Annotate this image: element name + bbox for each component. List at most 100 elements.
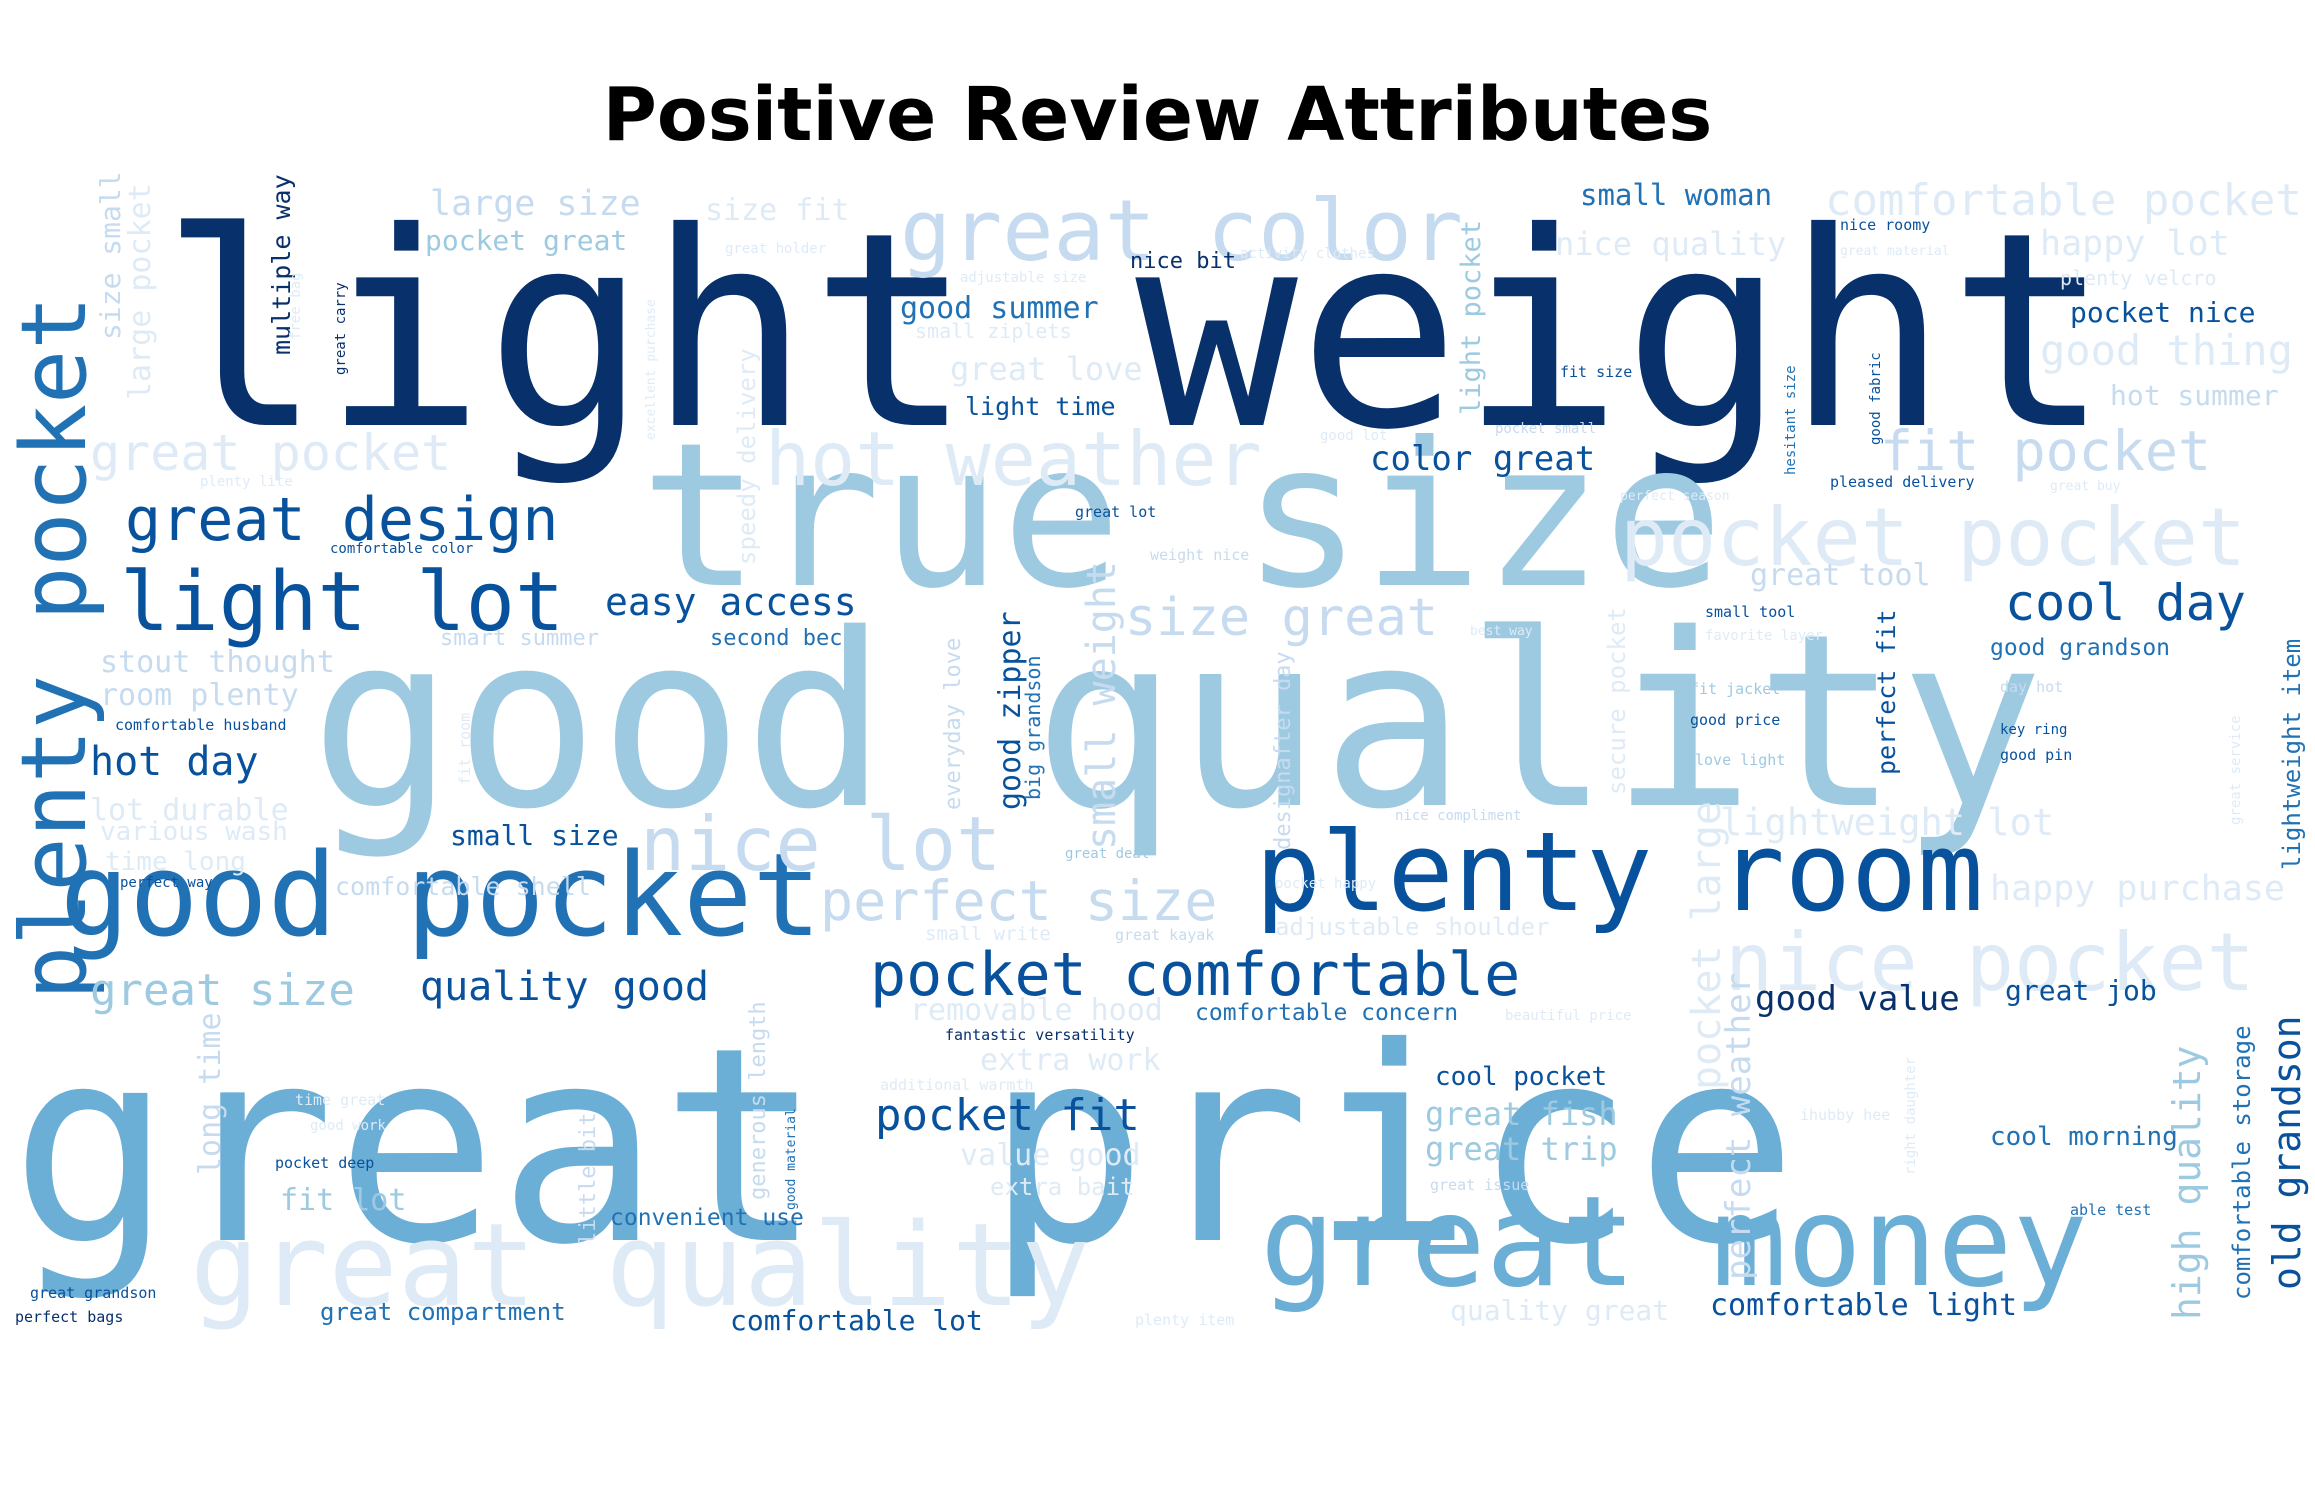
word-nice-bit: nice bit (1130, 249, 1236, 274)
word-great-love: great love (950, 350, 1143, 388)
word-light-weight: light weight (160, 174, 2111, 489)
word-fit-room: fit room (456, 713, 474, 785)
word-time-great: time great (295, 1091, 385, 1109)
word-good-material: good material (784, 1108, 799, 1210)
word-perfect-season: perfect season (1620, 489, 1730, 504)
word-comfortable-pocket: comfortable pocket (1825, 175, 2302, 226)
word-great-job: great job (2005, 974, 2157, 1007)
word-small-tool: small tool (1705, 603, 1795, 621)
word-comfortable-light: comfortable light (1710, 1288, 2017, 1323)
word-pocket-comfortable: pocket comfortable (870, 940, 1520, 1010)
word-good-thing: good thing (2040, 326, 2293, 375)
word-small-weight: small weight (1079, 561, 1125, 850)
word-nice-quality: nice quality (1555, 225, 1786, 263)
word-secure-pocket: secure pocket (1603, 607, 1631, 795)
word-light-lot: light lot (120, 555, 564, 650)
word-comfortable-color: comfortable color (330, 541, 473, 557)
word-pocket-fit: pocket fit (875, 1090, 1140, 1141)
word-size-small: size small (94, 171, 127, 340)
word-pocket-small: pocket small (1495, 421, 1596, 437)
word-plenty-item: plenty item (1135, 1311, 1234, 1329)
word-great-color: great color (900, 182, 1463, 281)
word-able-test: able test (2070, 1201, 2151, 1219)
word-hot-weather: hot weather (765, 415, 1262, 503)
word-best-way: best way (1470, 624, 1533, 639)
word-great-price: great price (10, 989, 1798, 1304)
word-great-fish: great fish (1425, 1095, 1618, 1133)
word-room-plenty: room plenty (100, 678, 299, 713)
word-good-fabric: good fabric (1868, 352, 1884, 445)
word-stout-thought: stout thought (100, 645, 335, 680)
word-nice-compliment: nice compliment (1395, 808, 1521, 824)
word-good-zipper: good zipper (993, 611, 1028, 810)
word-little-bit: little bit (576, 1113, 601, 1245)
word-key-ring: key ring (2000, 722, 2067, 738)
word-good-quality: good quality (310, 582, 2044, 862)
word-large-size: large size (430, 184, 641, 224)
word-generous-length: generous length (746, 1001, 771, 1200)
word-perfect-way: perfect way (120, 875, 213, 891)
word-fit-pocket: fit pocket (1880, 419, 2211, 483)
word-small-size: small size (450, 819, 619, 852)
word-smart-summer: smart summer (440, 626, 599, 651)
word-happy-lot: happy lot (2040, 224, 2230, 264)
word-good-work: good work (310, 1118, 386, 1134)
word-great-quality: great quality (190, 1199, 1090, 1333)
word-extra-work: extra work (980, 1043, 1161, 1078)
word-multiple-way: multiple way (267, 174, 296, 355)
word-good-pin: good pin (2000, 746, 2072, 764)
word-weight-nice: weight nice (1150, 546, 1249, 564)
word-great-design: great design (125, 485, 558, 555)
word-cool-morning: cool morning (1990, 1122, 2178, 1152)
word-nice-lot: nice lot (640, 800, 1001, 888)
word-small-write: small write (925, 923, 1051, 945)
word-perfect-fit: perfect fit (1872, 609, 1901, 775)
word-right-daughter: right daughter (1903, 1057, 1919, 1175)
word-great-pocket: great pocket (90, 424, 451, 482)
word-good-price: good price (1690, 711, 1780, 729)
word-fantastic-versatility: fantastic versatility (945, 1026, 1135, 1044)
word-fit-size: fit size (1560, 363, 1632, 381)
word-great-trip: great trip (1425, 1130, 1618, 1168)
word-small-woman: small woman (1580, 178, 1772, 212)
word-lot-durable: lot durable (90, 793, 289, 828)
word-favorite-layer: favorite layer (1705, 628, 1823, 644)
word-old-grandson: old grandson (2265, 1015, 2309, 1290)
word-activity-clothes: activity clothes (1240, 246, 1375, 262)
word-easy-access: easy access (605, 580, 857, 624)
word-high-quality: high quality (2165, 1045, 2209, 1320)
word-good-grandson: good grandson (1990, 635, 2170, 661)
word-light-pocket: light pocket (1456, 220, 1487, 415)
word-small-ziplets: small ziplets (915, 319, 1072, 343)
chart-title: Positive Review Attributes (602, 72, 1713, 158)
word-plenty-room: plenty room (1255, 808, 1983, 936)
word-plenty-lite: plenty lite (200, 474, 293, 490)
word-quality-good: quality good (420, 964, 709, 1010)
word-quality-great: quality great (1450, 1294, 1669, 1327)
word-perfect-bags: perfect bags (15, 1308, 123, 1326)
word-pocket-deep: pocket deep (275, 1154, 374, 1172)
word-great-money: great money (1260, 1170, 2088, 1315)
word-great-compartment: great compartment (320, 1298, 566, 1326)
word-extra-bait: extra bait (990, 1173, 1135, 1201)
word-great-tool: great tool (1750, 558, 1931, 593)
word-additional-warmth: additional warmth (880, 1076, 1034, 1094)
word-true-size: true size (640, 400, 1724, 633)
word-nice-roomy: nice roomy (1840, 216, 1930, 234)
word-pocket-large: pocket large (1684, 801, 1730, 1090)
word-speedy-delivery: speedy delivery (733, 348, 761, 565)
word-good-summer: good summer (900, 291, 1099, 326)
word-pocket-nice: pocket nice (2070, 296, 2255, 329)
word-pocket-happy: pocket happy (1275, 876, 1376, 892)
word-plenty-velcro: plenty velcro (2060, 266, 2217, 290)
word-hot-day: hot day (90, 739, 259, 785)
word-adjustable-size: adjustable size (960, 270, 1086, 286)
word-happy-purchase: happy purchase (1990, 869, 2285, 909)
word-value-good: value good (960, 1138, 1141, 1173)
word-comfortable-shell: comfortable shell (335, 872, 591, 901)
word-good-pocket: good pocket (60, 829, 822, 963)
word-excellent-purchase: excellent purchase (644, 299, 659, 440)
word-lightweight-lot: lightweight lot (1720, 801, 2054, 844)
